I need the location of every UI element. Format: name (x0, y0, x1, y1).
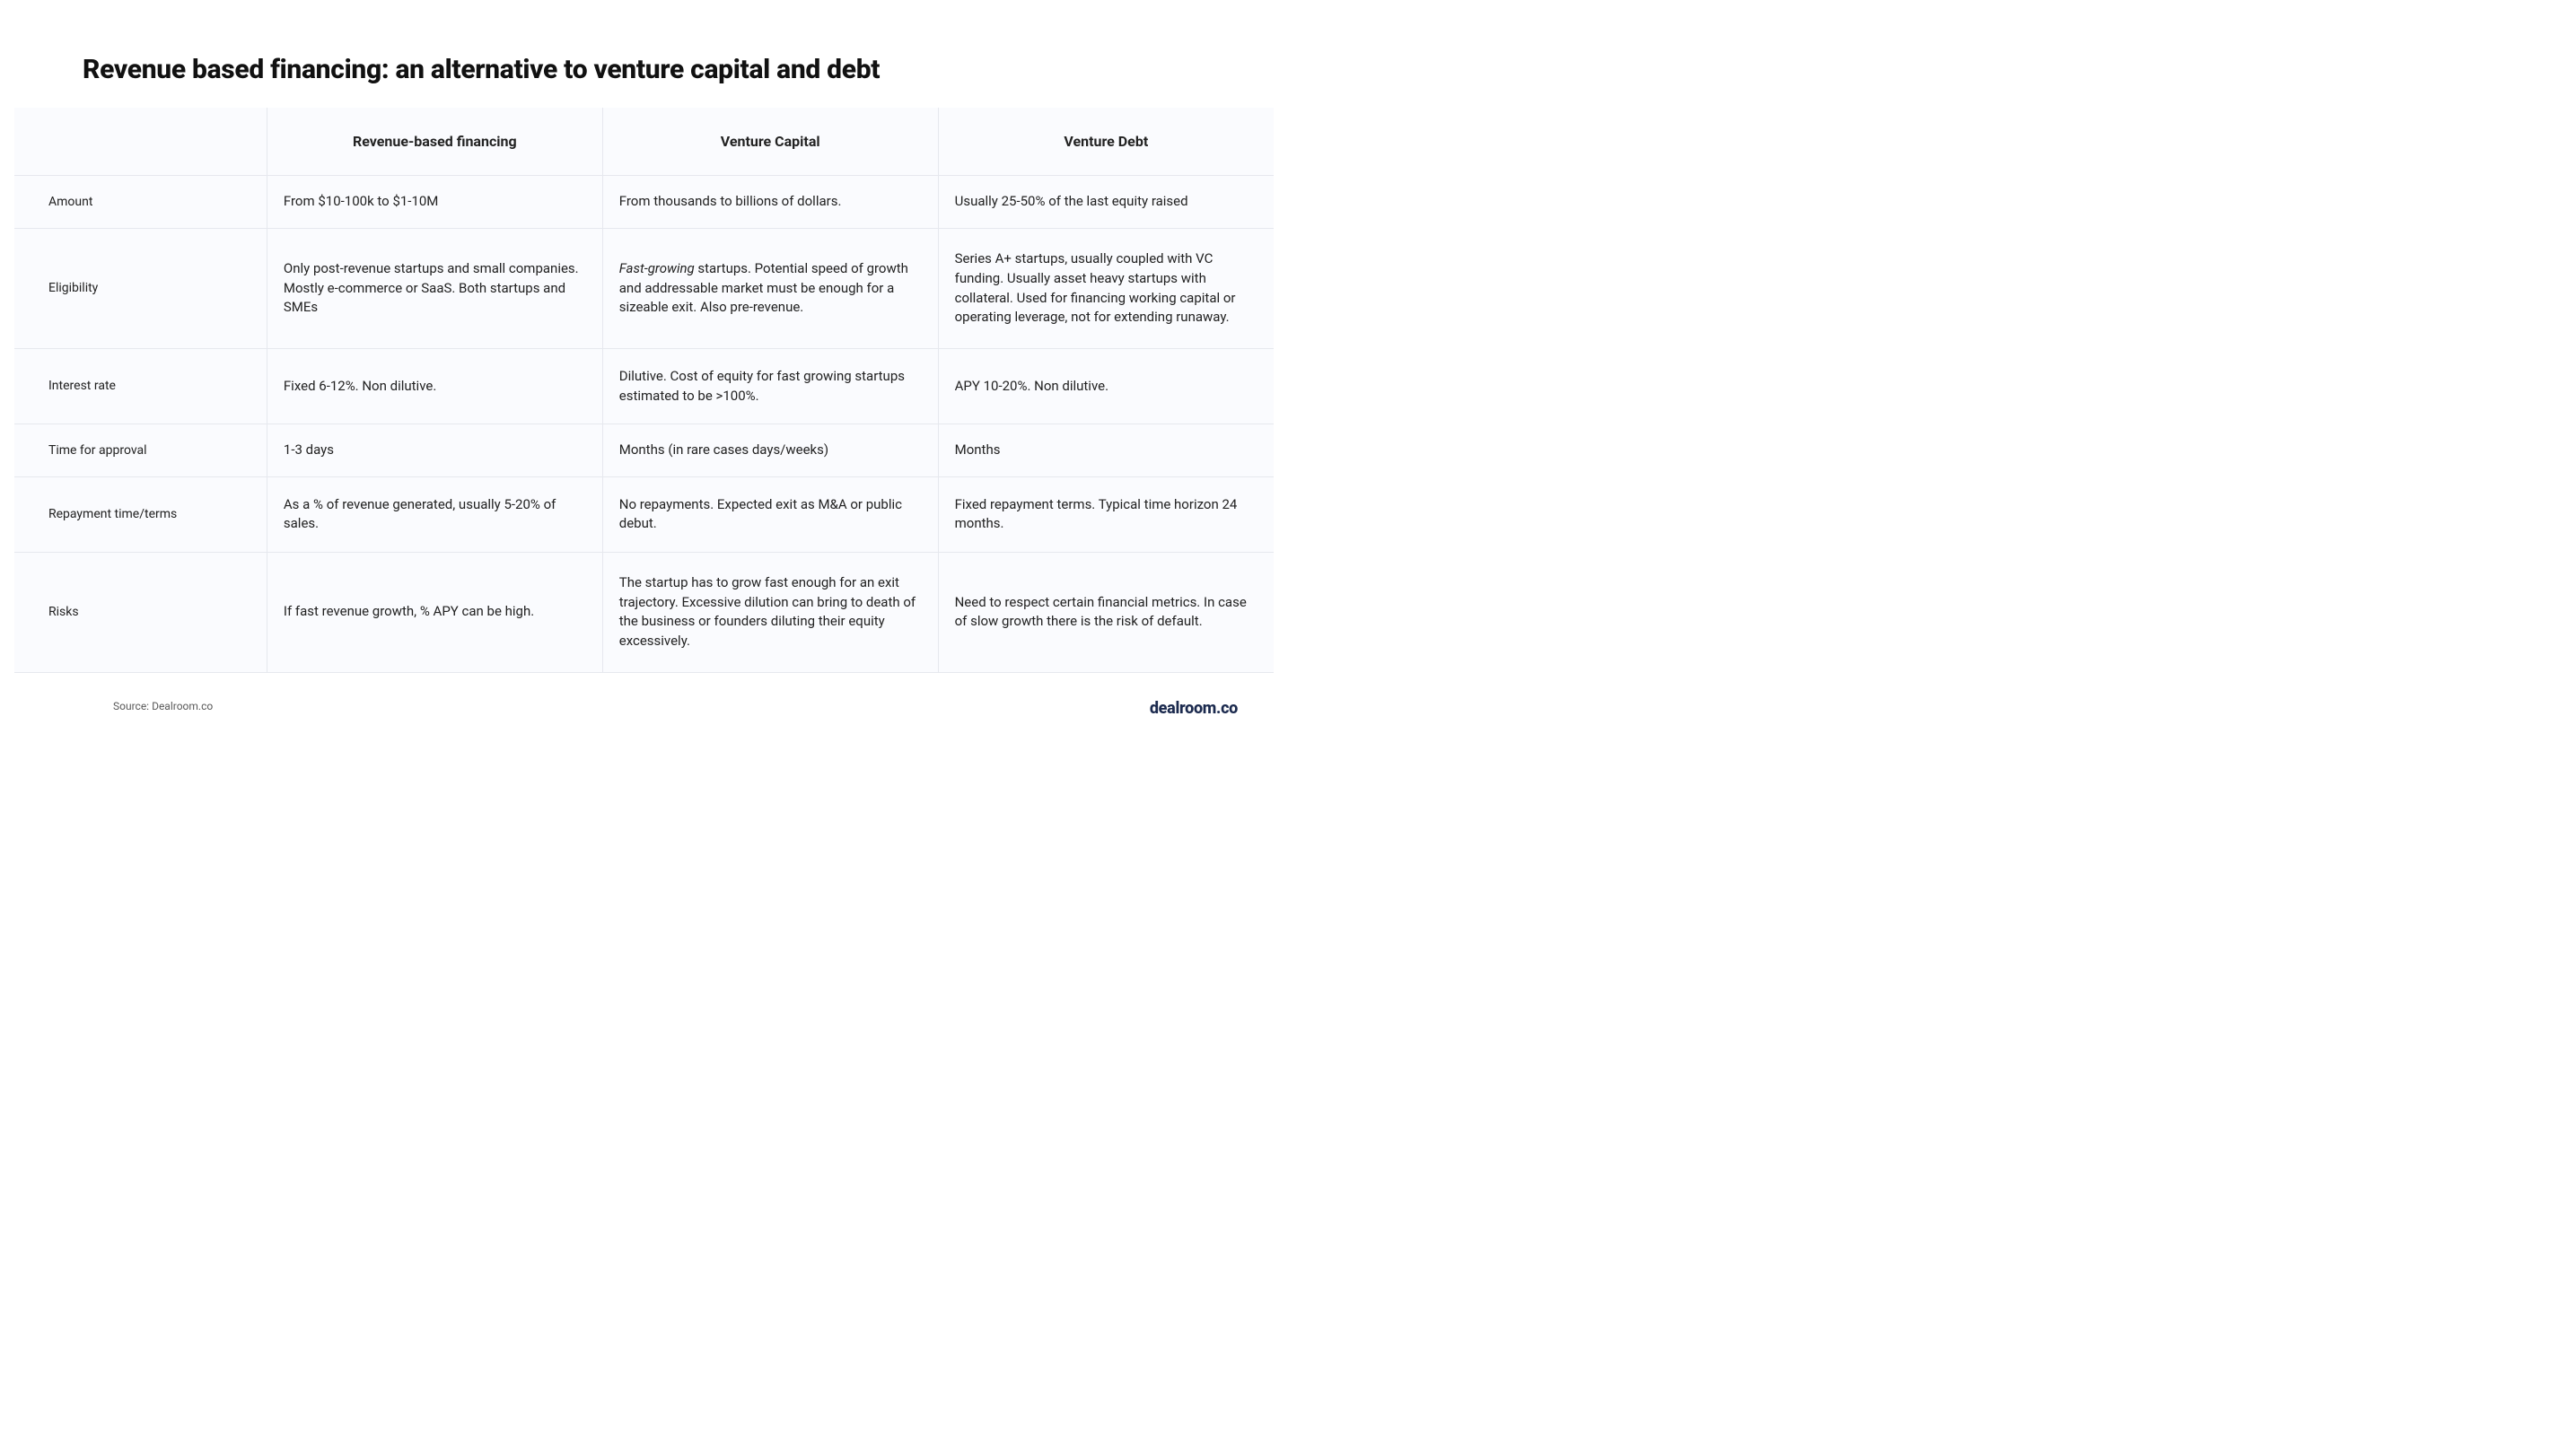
cell-rbf: As a % of revenue generated, usually 5-2… (267, 476, 602, 552)
table-header-row: Revenue-based financing Venture Capital … (14, 108, 1274, 176)
cell-vd: Usually 25-50% of the last equity raised (938, 176, 1274, 229)
cell-rbf: Fixed 6-12%. Non dilutive. (267, 349, 602, 424)
comparison-table-wrap: Revenue-based financing Venture Capital … (14, 108, 1274, 673)
cell-rbf: Only post-revenue startups and small com… (267, 228, 602, 348)
cell-rbf: From $10-100k to $1-10M (267, 176, 602, 229)
table-row: Amount From $10-100k to $1-10M From thou… (14, 176, 1274, 229)
cell-vd: Need to respect certain financial metric… (938, 552, 1274, 672)
table-row: Risks If fast revenue growth, % APY can … (14, 552, 1274, 672)
cell-vc: No repayments. Expected exit as M&A or p… (602, 476, 938, 552)
cell-vc: From thousands to billions of dollars. (602, 176, 938, 229)
table-row: Interest rate Fixed 6-12%. Non dilutive.… (14, 349, 1274, 424)
col-header-rbf: Revenue-based financing (267, 108, 602, 176)
comparison-table: Revenue-based financing Venture Capital … (14, 108, 1274, 673)
table-row: Time for approval 1-3 days Months (in ra… (14, 424, 1274, 477)
cell-vd: Series A+ startups, usually coupled with… (938, 228, 1274, 348)
italic-text: Fast-growing (619, 260, 695, 276)
cell-vc: Fast-growing startups. Potential speed o… (602, 228, 938, 348)
cell-rbf: If fast revenue growth, % APY can be hig… (267, 552, 602, 672)
cell-vc: The startup has to grow fast enough for … (602, 552, 938, 672)
col-header-blank (14, 108, 267, 176)
cell-vd: APY 10-20%. Non dilutive. (938, 349, 1274, 424)
row-label: Eligibility (14, 228, 267, 348)
row-label: Amount (14, 176, 267, 229)
row-label: Risks (14, 552, 267, 672)
col-header-vd: Venture Debt (938, 108, 1274, 176)
table-row: Eligibility Only post-revenue startups a… (14, 228, 1274, 348)
row-label: Time for approval (14, 424, 267, 477)
col-header-vc: Venture Capital (602, 108, 938, 176)
cell-vc: Dilutive. Cost of equity for fast growin… (602, 349, 938, 424)
row-label: Repayment time/terms (14, 476, 267, 552)
page-title: Revenue based financing: an alternative … (83, 54, 880, 85)
row-label: Interest rate (14, 349, 267, 424)
table-row: Repayment time/terms As a % of revenue g… (14, 476, 1274, 552)
cell-vd: Months (938, 424, 1274, 477)
source-label: Source: Dealroom.co (113, 700, 213, 712)
cell-rbf: 1-3 days (267, 424, 602, 477)
cell-vc: Months (in rare cases days/weeks) (602, 424, 938, 477)
page: Revenue based financing: an alternative … (0, 0, 1288, 725)
brand-logo: dealroom.co (1150, 699, 1238, 718)
cell-vd: Fixed repayment terms. Typical time hori… (938, 476, 1274, 552)
